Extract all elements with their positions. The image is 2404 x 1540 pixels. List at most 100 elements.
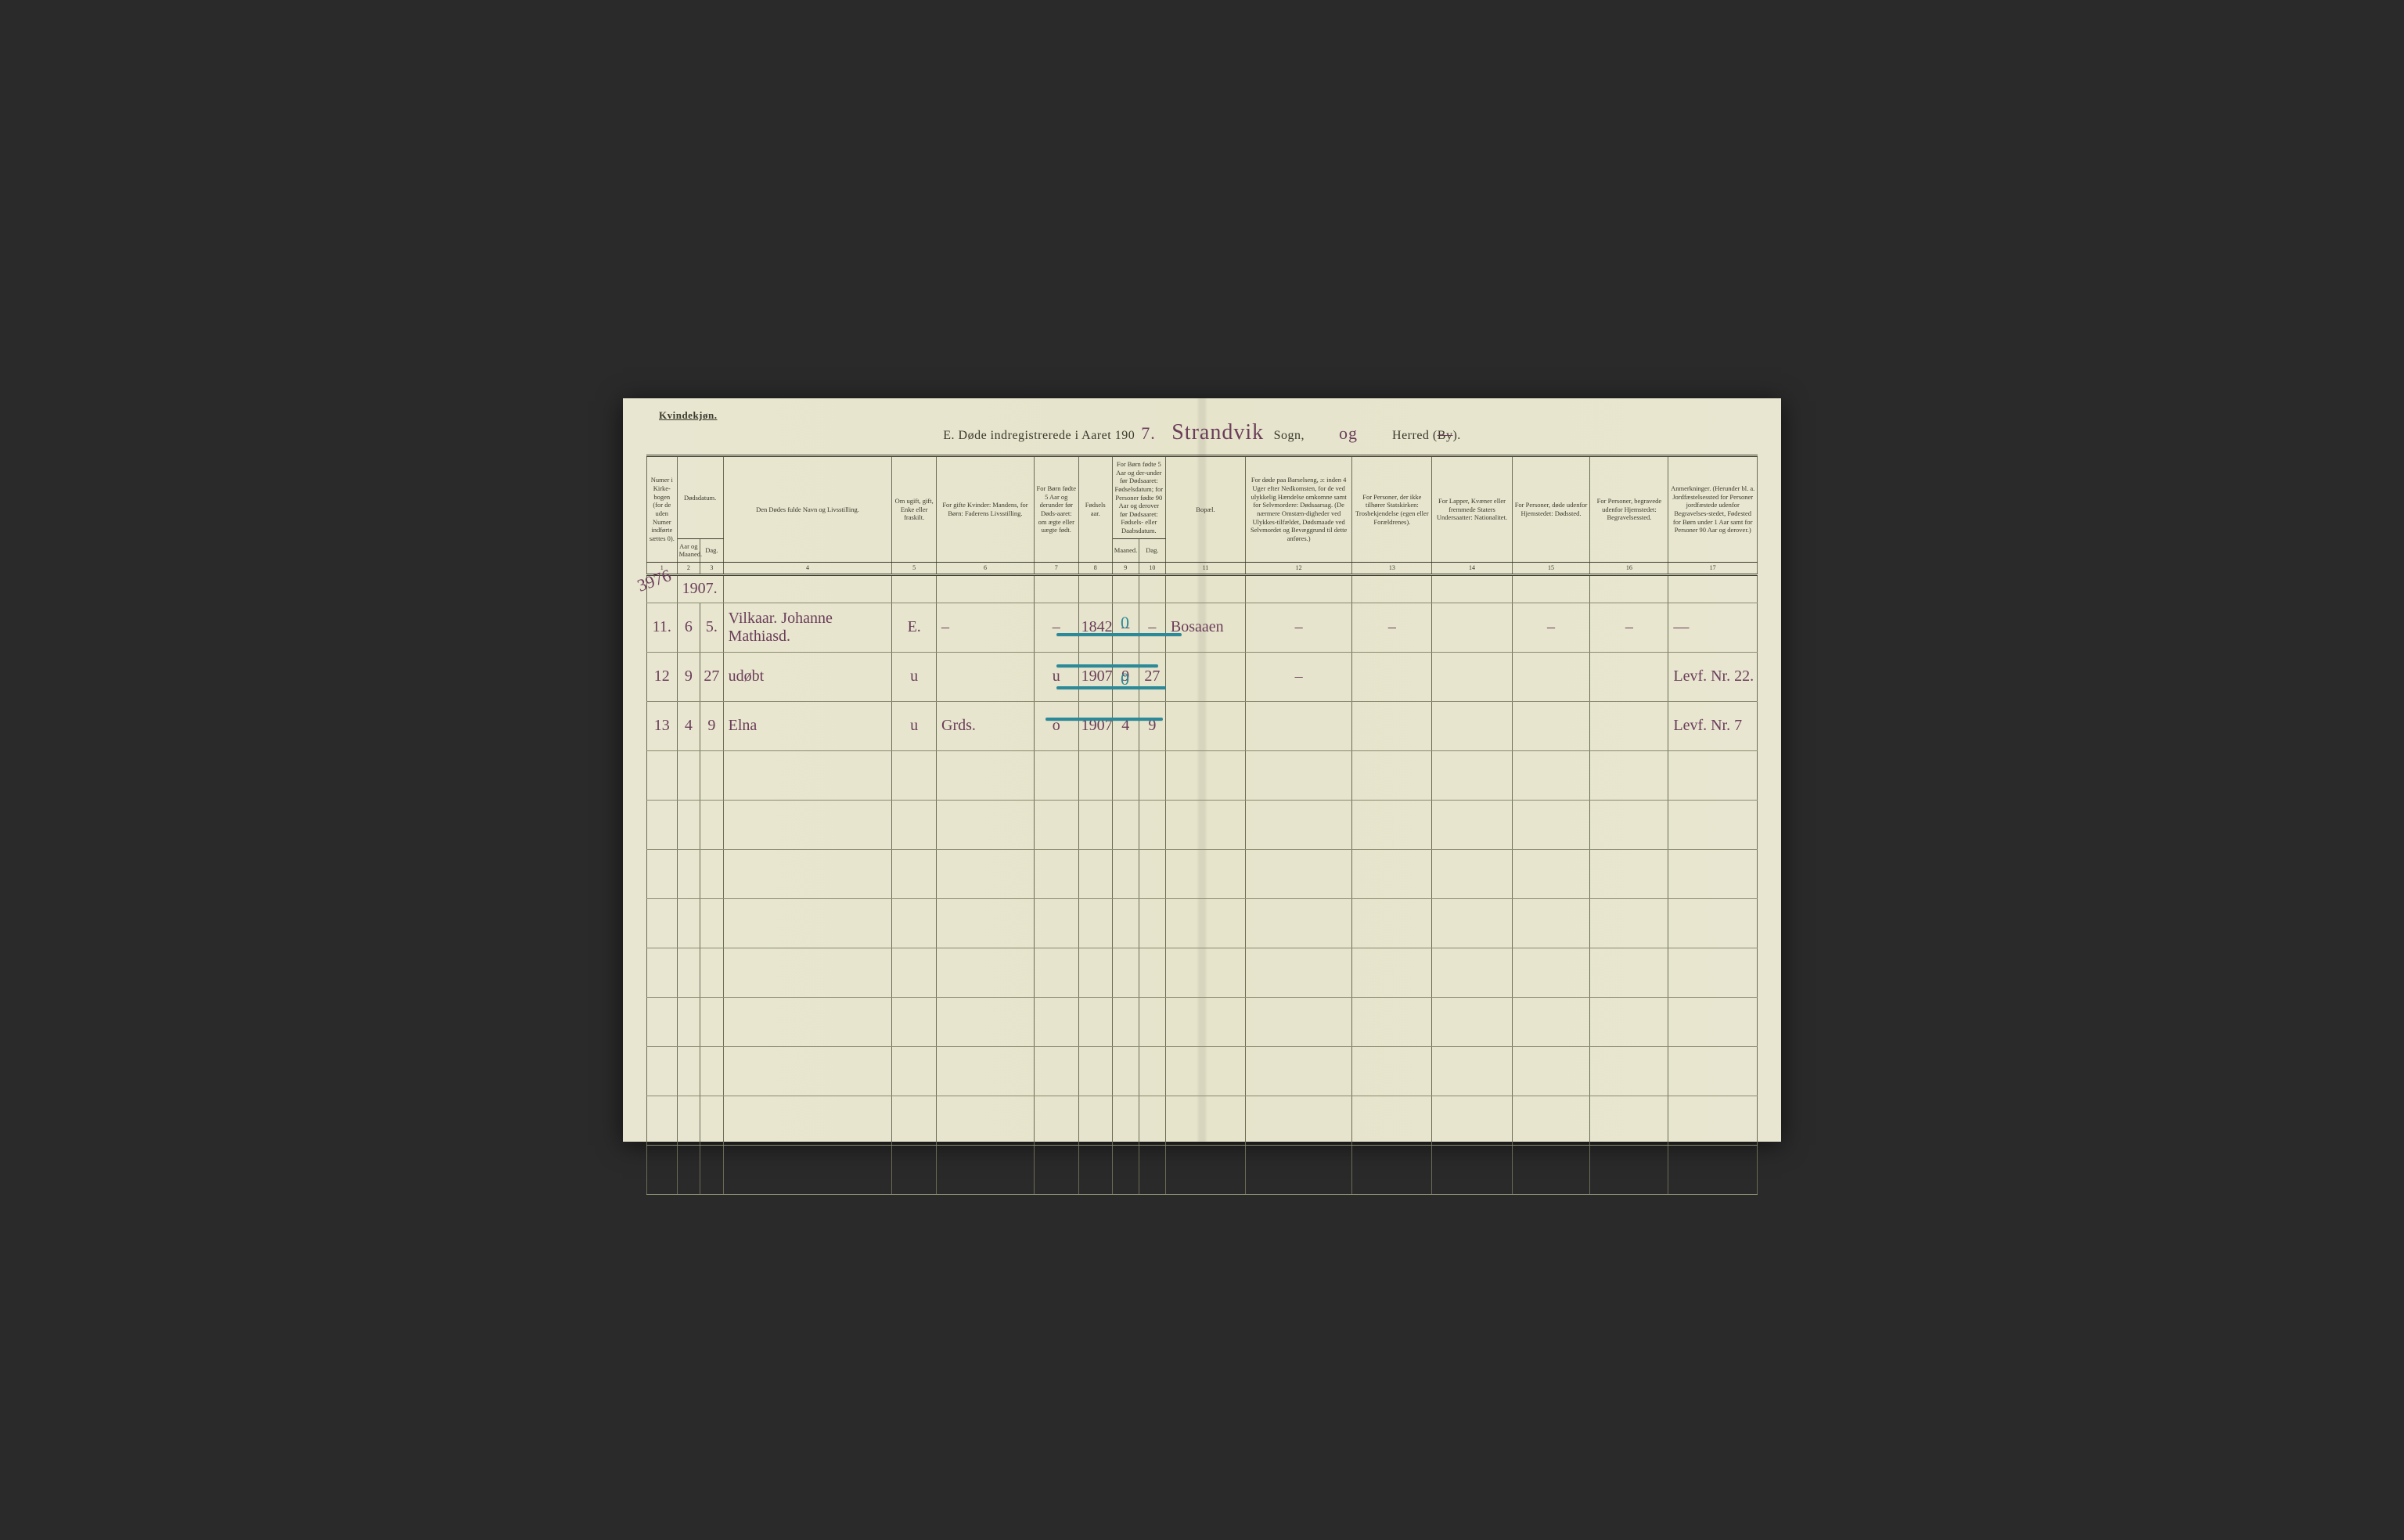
teal-zero: 0 — [1121, 613, 1129, 633]
column-header: For Børn fødte 5 Aar og derunder før Død… — [1034, 456, 1078, 563]
herred-label: Herred (By). — [1392, 429, 1461, 442]
table-row-empty — [647, 849, 1758, 898]
column-header: Maaned. — [1112, 538, 1139, 562]
cell: Levf. Nr. 22. — [1668, 652, 1758, 701]
column-header: Numer i Kirke-bogen (for de uden Numer i… — [647, 456, 678, 563]
teal-underline — [1045, 718, 1163, 721]
cell: u — [892, 652, 937, 701]
cell — [1432, 603, 1512, 652]
cell: 1907 — [1078, 652, 1112, 701]
column-header: 4 — [723, 562, 892, 574]
column-header: Fødsels aar. — [1078, 456, 1112, 563]
cell: 9 — [700, 701, 724, 750]
cell: u — [1034, 652, 1078, 701]
cell: Elna — [723, 701, 892, 750]
cell: 13 — [647, 701, 678, 750]
cell: 9 — [677, 652, 700, 701]
cell: E. — [892, 603, 937, 652]
cell: Vilkaar. Johanne Mathiasd. — [723, 603, 892, 652]
table-row-empty — [647, 948, 1758, 997]
table-row-empty — [647, 898, 1758, 948]
cell — [1352, 652, 1432, 701]
table-row-empty — [647, 800, 1758, 849]
cell — [1512, 701, 1590, 750]
column-header: 6 — [937, 562, 1035, 574]
column-header: For Personer, døde udenfor Hjemstedet: D… — [1512, 456, 1590, 563]
cell: – — [1034, 603, 1078, 652]
cell: 4 — [677, 701, 700, 750]
column-header: Bopæl. — [1165, 456, 1245, 563]
cell: Grds. — [937, 701, 1035, 750]
gender-label: Kvindekjøn. — [659, 409, 718, 422]
cell: 5. — [700, 603, 724, 652]
column-header: For gifte Kvinder: Mandens, for Børn: Fa… — [937, 456, 1035, 563]
column-header: For Personer, begravede udenfor Hjemsted… — [1590, 456, 1668, 563]
column-header: Om ugift, gift, Enke eller fraskilt. — [892, 456, 937, 563]
column-header: Dag. — [700, 538, 724, 562]
cell — [1246, 701, 1352, 750]
cell: – — [1246, 652, 1352, 701]
column-header: Aar og Maaned. — [677, 538, 700, 562]
cell — [1432, 701, 1512, 750]
cell: – — [1139, 603, 1165, 652]
cell: 27 — [1139, 652, 1165, 701]
cell: 9 — [1139, 701, 1165, 750]
column-header: 17 — [1668, 562, 1758, 574]
cell: Levf. Nr. 7 — [1668, 701, 1758, 750]
cell: 4 — [1112, 701, 1139, 750]
table-row-empty — [647, 1046, 1758, 1096]
column-header: 16 — [1590, 562, 1668, 574]
column-header: 13 — [1352, 562, 1432, 574]
year-row: 1907. — [647, 574, 1758, 603]
cell: Bosaaen — [1165, 603, 1245, 652]
column-header: 10 — [1139, 562, 1165, 574]
column-header: Dag. — [1139, 538, 1165, 562]
cell: o — [1034, 701, 1078, 750]
column-header: 9 — [1112, 562, 1139, 574]
cell — [1165, 652, 1245, 701]
table-header: Numer i Kirke-bogen (for de uden Numer i… — [647, 456, 1758, 575]
cell — [1165, 701, 1245, 750]
table-row: 11.65.Vilkaar. Johanne Mathiasd.E.––1842… — [647, 603, 1758, 652]
table-row-empty — [647, 750, 1758, 800]
cell: – — [1590, 603, 1668, 652]
cell — [1512, 652, 1590, 701]
ledger-spread: Kvindekjøn. E. Døde indregistrerede i Aa… — [623, 398, 1781, 1142]
cell: 1907 — [1078, 701, 1112, 750]
teal-underline — [1056, 686, 1166, 689]
column-header: 15 — [1512, 562, 1590, 574]
title-row: E. Døde indregistrerede i Aaret 1907. St… — [646, 420, 1758, 445]
column-header: 3 — [700, 562, 724, 574]
cell — [1352, 701, 1432, 750]
cell: – — [937, 603, 1035, 652]
cell — [1590, 701, 1668, 750]
table-row: 12927udøbtuu1907927–Levf. Nr. 22. — [647, 652, 1758, 701]
table-row-empty — [647, 997, 1758, 1046]
column-header: For Personer, der ikke tilhører Statskir… — [1352, 456, 1432, 563]
column-header: For døde paa Barselseng, ɔ: inden 4 Uger… — [1246, 456, 1352, 563]
cell: 12 — [647, 652, 678, 701]
cell — [1432, 652, 1512, 701]
column-header: Dødsdatum. — [677, 456, 723, 539]
column-header: 11 — [1165, 562, 1245, 574]
cell: udøbt — [723, 652, 892, 701]
column-header: 5 — [892, 562, 937, 574]
column-header: 7 — [1034, 562, 1078, 574]
teal-underline — [1056, 633, 1182, 636]
table-body: 1907.11.65.Vilkaar. Johanne Mathiasd.E.–… — [647, 574, 1758, 1194]
cell: – — [1512, 603, 1590, 652]
column-header: 14 — [1432, 562, 1512, 574]
column-header: 2 — [677, 562, 700, 574]
cell: – — [1246, 603, 1352, 652]
column-header: For Lapper, Kvæner eller fremmede Stater… — [1432, 456, 1512, 563]
column-header: Den Dødes fulde Navn og Livsstilling. — [723, 456, 892, 563]
ledger-table: Numer i Kirke-bogen (for de uden Numer i… — [646, 455, 1758, 1195]
column-header: 12 — [1246, 562, 1352, 574]
cell — [937, 652, 1035, 701]
cell: 6 — [677, 603, 700, 652]
cell: 1842 — [1078, 603, 1112, 652]
column-header: Anmerkninger. (Herunder bl. a. Jordfæste… — [1668, 456, 1758, 563]
cell: 11. — [647, 603, 678, 652]
cell: — — [1668, 603, 1758, 652]
cell: – — [1352, 603, 1432, 652]
